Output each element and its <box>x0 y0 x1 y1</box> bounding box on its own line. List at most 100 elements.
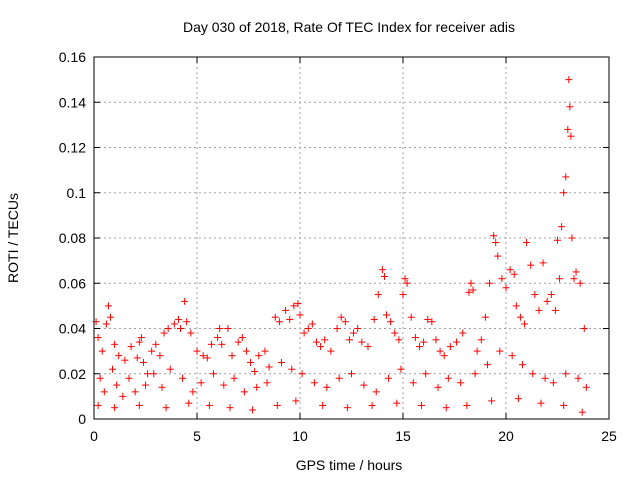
data-point <box>407 313 415 321</box>
data-point <box>304 325 312 332</box>
data-point <box>560 401 568 409</box>
data-point <box>158 383 166 391</box>
data-point <box>263 379 271 387</box>
data-point <box>547 291 555 299</box>
grid-lines <box>94 57 609 419</box>
data-point <box>94 334 102 342</box>
data-point <box>453 338 461 346</box>
data-point <box>582 383 590 391</box>
data-point <box>94 401 102 409</box>
data-point <box>144 370 152 378</box>
data-point <box>273 401 281 409</box>
data-point <box>508 352 516 360</box>
data-point <box>319 401 327 409</box>
data-point <box>370 315 378 323</box>
data-point <box>104 302 112 310</box>
data-point <box>551 306 559 314</box>
data-point <box>310 379 318 387</box>
data-point <box>570 275 578 283</box>
y-tick-label: 0.16 <box>59 49 86 65</box>
data-point <box>230 374 238 382</box>
data-point <box>343 404 351 412</box>
data-point <box>228 352 236 360</box>
data-point <box>100 388 108 396</box>
data-point <box>523 239 531 247</box>
data-point <box>177 325 185 332</box>
data-point <box>383 311 391 319</box>
data-point <box>218 340 226 348</box>
data-point <box>150 370 158 378</box>
y-tick-label: 0.06 <box>59 275 86 291</box>
data-point <box>111 340 119 348</box>
data-point <box>156 352 164 360</box>
data-point <box>422 370 430 378</box>
data-point <box>527 261 535 269</box>
data-point <box>403 279 411 287</box>
data-points <box>92 76 590 416</box>
plot-frame <box>93 56 610 420</box>
data-point <box>537 399 545 407</box>
data-point <box>142 381 149 389</box>
data-point <box>531 291 539 299</box>
data-point <box>568 234 576 242</box>
data-point <box>133 354 141 362</box>
data-point <box>564 125 572 133</box>
data-point <box>554 236 561 244</box>
data-point <box>457 379 465 387</box>
y-tick-label: 0.14 <box>59 94 86 110</box>
data-point <box>164 325 172 332</box>
data-point <box>292 397 300 405</box>
data-point <box>240 388 248 396</box>
data-point <box>298 370 306 378</box>
data-point <box>253 383 261 391</box>
data-point <box>115 352 123 360</box>
data-point <box>214 334 222 342</box>
data-point <box>391 329 399 337</box>
x-tick-label: 5 <box>193 428 201 444</box>
data-point <box>207 340 215 348</box>
data-point <box>323 383 331 391</box>
y-tick-label: 0.12 <box>59 140 86 156</box>
data-point <box>411 334 419 342</box>
data-point <box>401 275 409 283</box>
data-point <box>521 320 529 328</box>
data-point <box>185 399 193 407</box>
x-tick-label: 20 <box>498 428 514 444</box>
data-point <box>166 365 174 373</box>
data-point <box>282 306 290 314</box>
data-point <box>131 388 139 396</box>
data-point <box>562 370 570 378</box>
data-point <box>488 397 496 405</box>
data-point <box>109 365 117 373</box>
data-point <box>300 329 308 337</box>
data-point <box>446 343 454 351</box>
data-point <box>374 291 382 299</box>
chart-title: Day 030 of 2018, Rate Of TEC Index for r… <box>183 19 515 35</box>
data-point <box>529 370 537 378</box>
data-point <box>549 379 557 387</box>
data-point <box>372 388 380 396</box>
data-point <box>469 286 477 294</box>
y-tick-label: 0.04 <box>59 321 86 337</box>
data-point <box>106 313 114 321</box>
data-point <box>580 325 588 332</box>
data-point <box>539 259 547 267</box>
x-tick-label: 10 <box>292 428 308 444</box>
data-point <box>572 268 580 276</box>
data-point <box>296 311 304 319</box>
data-point <box>308 320 316 328</box>
data-point <box>399 291 407 299</box>
data-point <box>277 358 285 366</box>
data-point <box>420 338 428 346</box>
y-axis-title: ROTI / TECUs <box>5 193 21 283</box>
data-point <box>494 252 502 260</box>
data-point <box>111 404 119 412</box>
data-point <box>345 336 353 344</box>
data-point <box>121 356 129 364</box>
x-axis-title: GPS time / hours <box>296 457 403 473</box>
data-point <box>275 318 283 326</box>
data-point <box>506 266 514 274</box>
data-point <box>333 325 341 332</box>
data-point <box>226 404 234 412</box>
data-point <box>490 232 498 240</box>
